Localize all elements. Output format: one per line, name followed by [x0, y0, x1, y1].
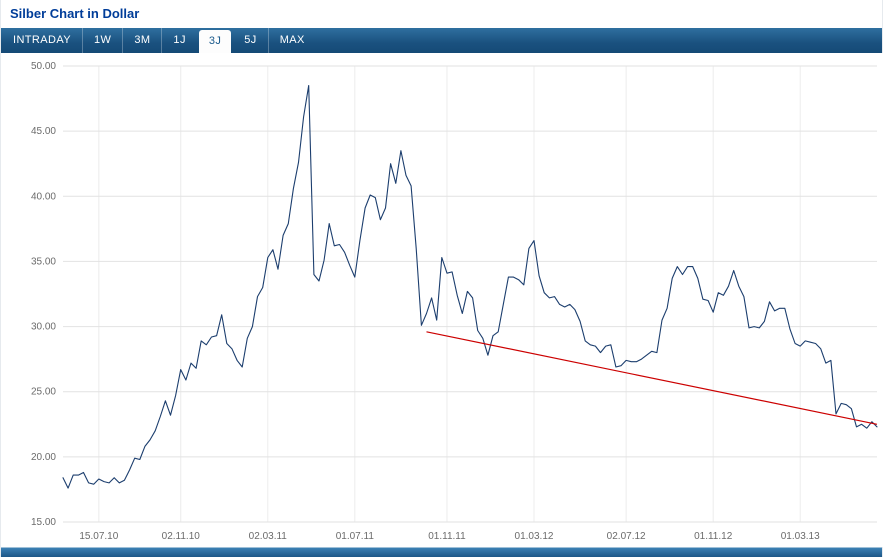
chart-area: 15.07.10 02.11.10 02.03.11 01.07.11 01.11.11…	[1, 53, 883, 547]
range-toolbar: INTRADAY 1W 3M 1J 3J 5J MAX	[1, 28, 882, 53]
chart-title: Silber Chart in Dollar	[10, 6, 140, 21]
x-axis-label: 01.11.12	[694, 531, 733, 542]
y-axis-label: 50.00	[31, 61, 56, 72]
trend-line	[426, 331, 878, 425]
x-axis-label: 01.11.11	[428, 531, 466, 542]
x-axis-label: 15.07.10	[79, 531, 118, 542]
tab-max[interactable]: MAX	[267, 28, 316, 53]
bottom-toolbar	[1, 547, 882, 557]
x-axis-label: 01.03.12	[515, 531, 554, 542]
y-axis-label: 35.00	[31, 256, 56, 267]
y-axis-label: 45.00	[31, 126, 56, 137]
tab-1w[interactable]: 1W	[82, 28, 122, 53]
x-axis-label: 01.07.11	[336, 531, 375, 542]
price-line	[62, 84, 878, 489]
price-chart-svg: 15.07.10 02.11.10 02.03.11 01.07.11 01.11.11…	[31, 61, 878, 542]
tab-3m[interactable]: 3M	[122, 28, 161, 53]
y-axis-label: 30.00	[31, 322, 56, 333]
y-axis-label: 40.00	[31, 191, 56, 202]
tab-1j[interactable]: 1J	[161, 28, 196, 53]
x-axis-label: 01.03.13	[781, 531, 820, 542]
y-axis-label: 25.00	[31, 387, 56, 398]
x-axis-label: 02.07.12	[607, 531, 646, 542]
y-axis-label: 15.00	[31, 517, 56, 528]
tab-3j[interactable]: 3J	[198, 30, 232, 53]
tab-5j[interactable]: 5J	[244, 34, 257, 46]
tab-intraday[interactable]: INTRADAY	[13, 34, 72, 46]
x-axis-label: 02.03.11	[249, 531, 288, 542]
x-axis-label: 02.11.10	[162, 531, 201, 542]
y-axis-label: 20.00	[31, 452, 56, 463]
